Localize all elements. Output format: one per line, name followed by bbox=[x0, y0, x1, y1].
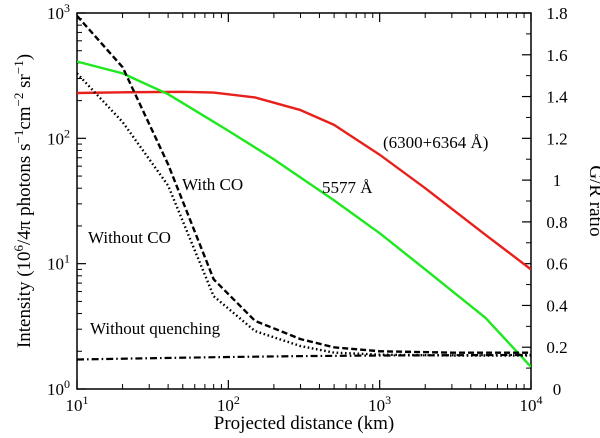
annotation-6300-6364: (6300+6364 Å) bbox=[383, 133, 488, 152]
y-left-axis-title: Intensity (106/4π photons s−1cm−2 sr−1) bbox=[11, 54, 36, 348]
y-left-title-exp-1a: −1 bbox=[11, 130, 26, 144]
y-left-title-exp-1b: −1 bbox=[11, 60, 26, 74]
y-left-title-part3: cm bbox=[14, 106, 35, 129]
y-right-tick-label: 0.2 bbox=[546, 338, 567, 357]
y-right-tick-label: 1.6 bbox=[546, 46, 567, 65]
y-right-tick-label: 1.4 bbox=[546, 88, 568, 107]
y-left-tick-exp: 1 bbox=[64, 252, 70, 266]
y-left-tick-base: 10 bbox=[47, 255, 64, 274]
y-right-tick-label: 1 bbox=[553, 171, 562, 190]
y-left-tick-base: 10 bbox=[47, 4, 64, 23]
annotation-with-co: With CO bbox=[182, 175, 243, 194]
x-axis-ticks: 101 102 103 104 bbox=[66, 13, 543, 415]
series-without-quenching bbox=[77, 353, 531, 361]
y-left-title-part4: sr bbox=[14, 73, 35, 92]
x-axis-title: Projected distance (km) bbox=[214, 413, 394, 434]
x-tick-base: 10 bbox=[66, 396, 83, 415]
y-left-tick-exp: 2 bbox=[64, 126, 70, 140]
series-with-co bbox=[77, 14, 531, 354]
y-right-tick-label: 0.6 bbox=[546, 255, 567, 274]
y-left-tick-label: 100 bbox=[47, 377, 70, 399]
x-tick-exp: 1 bbox=[83, 393, 89, 407]
annotation-5577: 5577 Å bbox=[322, 178, 373, 197]
y-left-title-exp6: 6 bbox=[11, 244, 26, 251]
y-right-tick-label: 1.8 bbox=[546, 4, 567, 23]
x-tick-label: 103 bbox=[368, 393, 391, 415]
series-5577 bbox=[77, 60, 531, 368]
x-tick-base: 10 bbox=[368, 396, 385, 415]
x-tick-label: 104 bbox=[520, 393, 543, 415]
y-left-tick-label: 101 bbox=[47, 252, 70, 274]
series-layer bbox=[77, 14, 531, 368]
x-tick-label: 102 bbox=[217, 393, 240, 415]
y-left-title-part5: ) bbox=[14, 54, 35, 60]
x-tick-base: 10 bbox=[520, 396, 537, 415]
y-left-tick-base: 10 bbox=[47, 380, 64, 399]
y-left-title-part1: Intensity (10 bbox=[14, 251, 35, 348]
x-tick-exp: 2 bbox=[234, 393, 240, 407]
x-tick-exp: 3 bbox=[385, 393, 391, 407]
annotation-without-quenching: Without quenching bbox=[90, 319, 221, 338]
y-right-tick-label: 0.4 bbox=[546, 296, 568, 315]
x-tick-label: 101 bbox=[66, 393, 89, 415]
x-tick-base: 10 bbox=[217, 396, 234, 415]
y-left-title-exp-2: −2 bbox=[11, 93, 26, 107]
y-right-tick-label: 0.8 bbox=[546, 213, 567, 232]
y-left-tick-label: 102 bbox=[47, 126, 70, 148]
y-right-tick-label: 0 bbox=[553, 380, 562, 399]
y-left-tick-exp: 3 bbox=[64, 1, 70, 15]
y-left-title-part2: /4π photons s bbox=[14, 144, 35, 245]
y-left-tick-label: 103 bbox=[47, 1, 70, 23]
y-left-tick-base: 10 bbox=[47, 129, 64, 148]
x-tick-exp: 4 bbox=[537, 393, 543, 407]
y-right-tick-label: 1.2 bbox=[546, 129, 567, 148]
series-without-co bbox=[77, 72, 531, 357]
annotation-without-co: Without CO bbox=[88, 228, 171, 247]
y-right-axis-title: G/R ratio bbox=[585, 165, 600, 236]
y-right-axis-ticks: 0 0.2 0.4 0.6 0.8 1 1.2 1.4 1.6 1.8 bbox=[522, 4, 568, 399]
y-left-tick-exp: 0 bbox=[64, 377, 70, 391]
